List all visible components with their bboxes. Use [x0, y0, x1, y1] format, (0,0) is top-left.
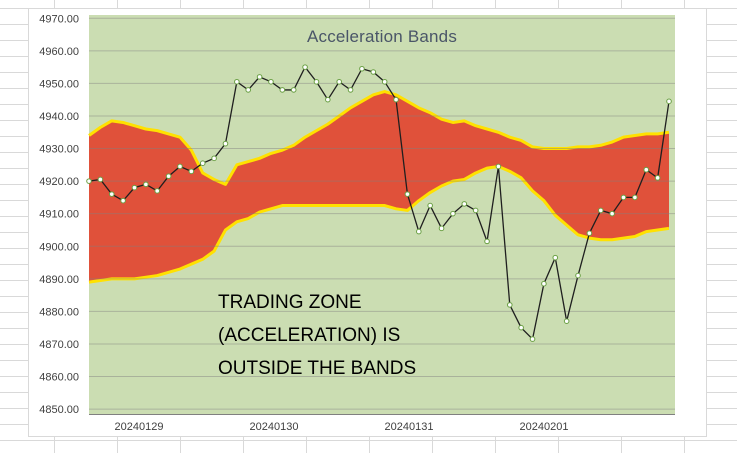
annotation-line: TRADING ZONE [218, 292, 362, 313]
svg-text:20240130: 20240130 [250, 421, 299, 433]
svg-text:4850.00: 4850.00 [39, 404, 79, 416]
svg-text:20240131: 20240131 [385, 421, 434, 433]
svg-text:4890.00: 4890.00 [39, 274, 79, 286]
annotation-line: (ACCELERATION) IS [218, 325, 401, 346]
svg-text:4880.00: 4880.00 [39, 306, 79, 318]
svg-text:4970.00: 4970.00 [39, 13, 79, 25]
svg-text:4870.00: 4870.00 [39, 339, 79, 351]
svg-text:4930.00: 4930.00 [39, 144, 79, 156]
svg-text:4860.00: 4860.00 [39, 372, 79, 384]
svg-text:4950.00: 4950.00 [39, 78, 79, 90]
chart-object[interactable]: 4850.00 4860.00 4870.00 4880.00 4890.00 4900.… [28, 8, 707, 437]
chart-title: Acceleration Bands [306, 27, 458, 46]
annotation-text: TRADING ZONE (ACCELERATION) IS OUTSIDE T… [218, 286, 416, 385]
svg-text:4940.00: 4940.00 [39, 111, 79, 123]
y-axis-labels: 4850.00 4860.00 4870.00 4880.00 4890.00 4900.… [39, 13, 79, 416]
band-area [88, 90, 670, 284]
svg-text:4920.00: 4920.00 [39, 176, 79, 188]
lower-band-line [88, 164, 670, 284]
svg-text:4900.00: 4900.00 [39, 241, 79, 253]
chart-canvas: 4850.00 4860.00 4870.00 4880.00 4890.00 4900.… [39, 13, 675, 433]
gridlines [89, 17, 675, 410]
svg-text:4910.00: 4910.00 [39, 209, 79, 221]
price-line [88, 65, 670, 341]
x-axis-labels: 20240129 20240130 20240131 20240201 [115, 421, 569, 433]
svg-text:20240201: 20240201 [520, 421, 569, 433]
svg-text:20240129: 20240129 [115, 421, 164, 433]
upper-band-line [88, 90, 670, 186]
price-markers [86, 64, 672, 342]
svg-text:4960.00: 4960.00 [39, 46, 79, 58]
annotation-line: OUTSIDE THE BANDS [218, 358, 417, 379]
